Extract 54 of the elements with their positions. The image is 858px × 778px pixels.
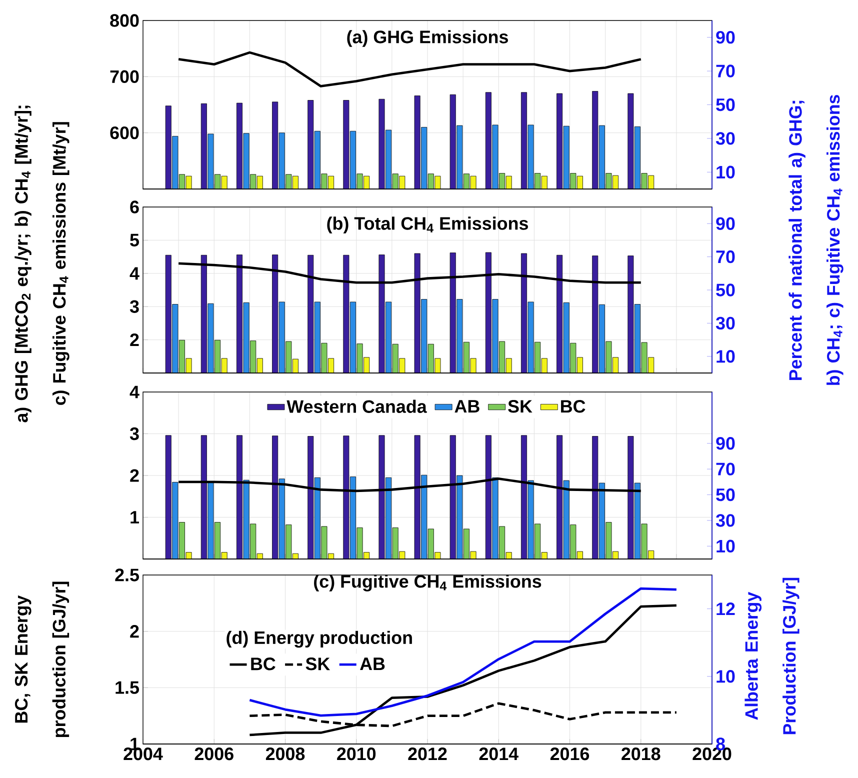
y-tick-label: 600 [110, 126, 139, 140]
legend-label: AB [360, 658, 385, 670]
y-tick-label: 10 [716, 350, 735, 363]
text: (b) Total CH$_{4}$ Emissions [327, 216, 528, 234]
y-tick-label: 50 [716, 488, 735, 502]
y-tick-label: 2.5 [115, 568, 139, 582]
y-tick-label: 10 [716, 166, 735, 178]
x-tick-label: 2006 [194, 748, 234, 760]
y-tick-label: 30 [716, 132, 735, 145]
y-tick-label: 70 [716, 250, 735, 264]
text: (a) GHG Emissions [347, 30, 508, 47]
y-tick-label: 70 [716, 462, 735, 476]
line-series [248, 604, 678, 736]
text: a) GHG [MtCO$_{2}$ eq./yr; b) CH$_{4}$ [Mt/yr]; c) Fugitive CH$_{4}$ emissions [Mt/yr] [14, 106, 70, 422]
x-tick-label: 2018 [622, 748, 660, 760]
legend-label: AB [454, 400, 480, 412]
y-tick-label: 1.5 [116, 681, 139, 694]
y-tick-label: 4 [130, 386, 140, 398]
y-tick-label: 90 [716, 30, 735, 44]
y-tick-label: 90 [716, 217, 735, 230]
y-tick-label: 3 [130, 427, 139, 440]
y-tick-label: 90 [716, 437, 735, 450]
x-tick-label: 2014 [479, 748, 518, 760]
y-tick-label: 6 [130, 200, 139, 214]
y-tick-label: 30 [716, 316, 735, 330]
x-tick-label: 2016 [550, 748, 590, 760]
legend-label: BC [561, 400, 586, 413]
x-tick-label: 2010 [337, 748, 376, 760]
legend-label: SK [508, 400, 532, 413]
y-tick-label: 2 [130, 625, 139, 638]
legend-title: (d) Energy production [226, 630, 412, 648]
legend-label: BC [251, 658, 276, 670]
legend-label: Western Canada [286, 400, 427, 413]
y-tick-label: 50 [716, 98, 735, 112]
y-tick-label: 800 [110, 14, 139, 27]
x-tick-label: 2008 [266, 748, 305, 760]
y2-tick-label: 12 [716, 602, 735, 616]
y-tick-label: 1 [130, 511, 139, 524]
y-tick-label: 10 [716, 540, 735, 552]
y-tick-label: 70 [716, 64, 735, 78]
y-tick-label: 700 [110, 70, 139, 84]
y-tick-label: 5 [130, 234, 139, 246]
y-tick-label: 2 [130, 334, 139, 346]
y-axis-title: Percent of national total a) GHG; b) CH$_{4}$; c) Fugitive CH$_{4}$ emissions [788, 94, 844, 385]
y-tick-label: 3 [130, 300, 139, 313]
y-tick-label: 4 [130, 267, 140, 280]
y2-axis-title: Alberta Energy Production [GJ/yr] [744, 578, 800, 734]
y-tick-label: 50 [716, 284, 735, 296]
y-axis-title: BC, SK Energy production [GJ/yr] [14, 582, 70, 738]
y-tick-label: 30 [716, 514, 735, 527]
y-tick-label: 2 [130, 469, 139, 482]
x-tick-label: 2012 [408, 748, 447, 760]
legend-label: SK [306, 658, 330, 670]
x-axis-title: (c) Fugitive CH$_{4}$ Emissions [314, 574, 542, 592]
